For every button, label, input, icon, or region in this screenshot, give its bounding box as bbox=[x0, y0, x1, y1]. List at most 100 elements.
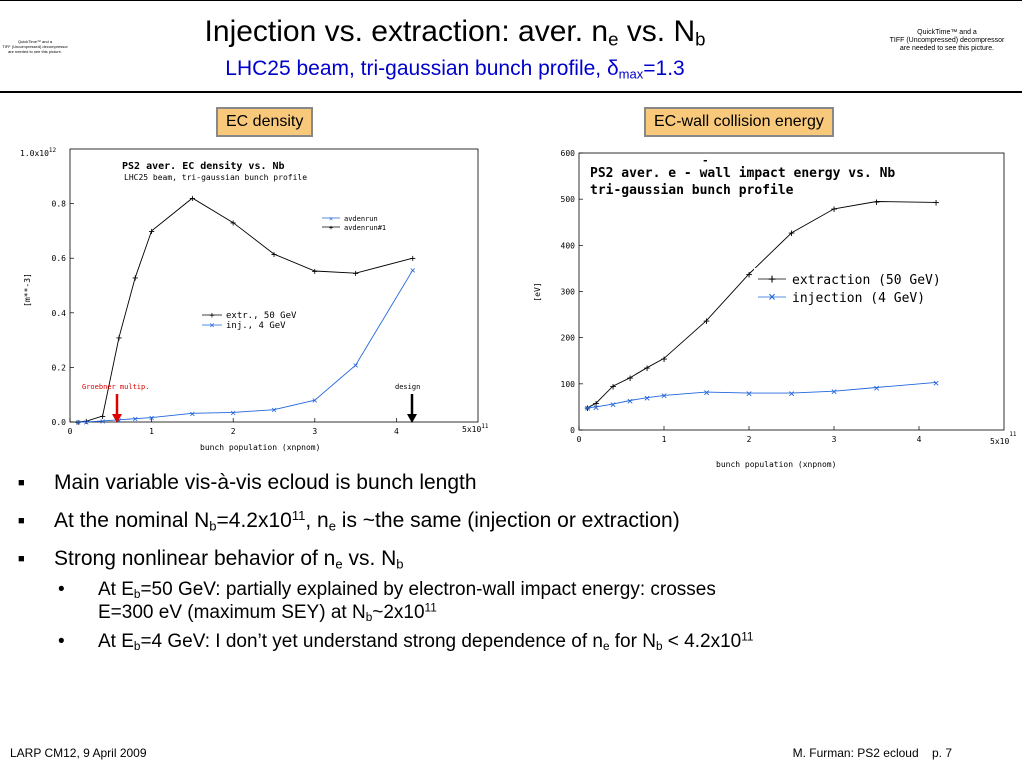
chart1-subtitle: LHC25 beam, tri-gaussian bunch profile bbox=[124, 173, 307, 182]
subtitle-text: LHC25 beam, tri-gaussian bunch profile, bbox=[225, 57, 607, 80]
data-point: + bbox=[100, 411, 106, 422]
legend-top-item: avdenrun bbox=[344, 215, 378, 223]
svg-text:+: + bbox=[329, 224, 333, 232]
data-point: + bbox=[610, 380, 617, 393]
legend-item: extr., 50 GeV bbox=[226, 311, 297, 321]
plot-frame bbox=[69, 148, 479, 423]
data-point: + bbox=[116, 333, 122, 344]
data-point: × bbox=[100, 416, 106, 427]
data-point: × bbox=[661, 389, 668, 402]
legend-item: inj., 4 GeV bbox=[226, 321, 286, 331]
chart2-title-line1: PS2 aver. e - wall impact energy vs. Nb bbox=[590, 166, 895, 181]
quicktime-placeholder-left: QuickTime™ and a TIFF (Uncompressed) dec… bbox=[0, 39, 70, 54]
data-point: × bbox=[703, 386, 710, 399]
data-point: × bbox=[933, 376, 940, 389]
data-point: × bbox=[353, 361, 359, 372]
y-tick-label: 600 bbox=[561, 149, 576, 158]
y-tick-label: 0 bbox=[570, 426, 575, 435]
series-line-0 bbox=[587, 201, 937, 409]
svg-text:×: × bbox=[329, 215, 333, 223]
title-text: Injection vs. extraction: aver. n bbox=[204, 15, 609, 48]
data-point: + bbox=[661, 352, 668, 365]
bullet-item: Main variable vis-à-vis ecloud is bunch … bbox=[14, 470, 1014, 496]
bullet-item: Strong nonlinear behavior of ne vs. Nb bbox=[14, 546, 1014, 572]
label-ec-wall-energy: EC-wall collision energy bbox=[644, 107, 834, 137]
chart2-legend: + extraction (50 GeV) × injection (4 GeV… bbox=[754, 268, 1002, 308]
subtitle-delta: δ bbox=[606, 57, 619, 80]
label-ec-density: EC density bbox=[216, 107, 314, 137]
series-line-0 bbox=[78, 197, 413, 423]
y-tick-label: 200 bbox=[561, 334, 576, 343]
data-point: + bbox=[873, 195, 880, 208]
data-point: + bbox=[312, 267, 318, 278]
title-subscript: e bbox=[608, 28, 619, 50]
data-point: × bbox=[116, 415, 122, 426]
series-line-1 bbox=[78, 269, 414, 423]
chart2-series: + ++++++++++ +× × × × × × × × × × × × bbox=[584, 195, 940, 414]
chart1-series: + + ++++++++ ++× × × × × × × × ×××× bbox=[75, 194, 416, 429]
annotation-design-text: design bbox=[395, 383, 420, 391]
x-tick-label: 4 bbox=[917, 435, 922, 444]
x-tick-label: 2 bbox=[231, 427, 236, 436]
qt-left-line: are needed to see this picture. bbox=[8, 49, 62, 54]
data-point: × bbox=[644, 392, 651, 405]
data-point: + bbox=[189, 194, 195, 205]
ec-wall-energy-chart: PS2 aver. e - wall impact energy vs. Nb … bbox=[533, 149, 1017, 469]
data-point: + bbox=[831, 203, 838, 216]
chart1-legend: + extr., 50 GeV × inj., 4 GeV bbox=[202, 311, 297, 331]
ec-density-chart: PS2 aver. EC density vs. Nb LHC25 beam, … bbox=[20, 147, 489, 452]
x-axis-label: bunch population (xnpnom) bbox=[200, 443, 320, 452]
data-point: + bbox=[271, 250, 277, 261]
annotation-groebner-text: Groebner multip. bbox=[82, 383, 149, 391]
data-point: + bbox=[627, 372, 634, 385]
x-tick-label: 3 bbox=[832, 435, 837, 444]
x-tick-label: 0 bbox=[68, 427, 73, 436]
y-axis-label: [m**-3] bbox=[23, 273, 32, 307]
qt-right-line: QuickTime™ and a bbox=[917, 29, 977, 36]
x-tick-label: 1 bbox=[149, 427, 154, 436]
y-tick-label: 0.4 bbox=[52, 309, 67, 318]
data-point: + bbox=[703, 314, 710, 327]
y-axis-label: [eV] bbox=[533, 282, 542, 301]
y-tick-label: 500 bbox=[561, 195, 576, 204]
slide-subtitle: LHC25 beam, tri-gaussian bunch profile, … bbox=[130, 57, 780, 81]
x-tick-label: 1 bbox=[662, 435, 667, 444]
annotation-design: design bbox=[395, 383, 420, 423]
qt-left-line: TIFF (Uncompressed) decompressor bbox=[2, 44, 68, 49]
bullet-text: Main variable vis-à-vis ecloud is bunch … bbox=[54, 471, 477, 494]
data-point: + bbox=[788, 227, 795, 240]
bullet-item: At the nominal Nb=4.2x1011, ne is ~the s… bbox=[14, 508, 1014, 534]
data-point: + bbox=[933, 196, 940, 209]
data-point: × bbox=[83, 418, 89, 429]
chart1-frame bbox=[69, 148, 479, 423]
subtitle-text: =1.3 bbox=[643, 57, 685, 80]
data-point: × bbox=[873, 381, 880, 394]
data-point: × bbox=[584, 402, 591, 415]
data-point: × bbox=[230, 408, 236, 419]
data-point: × bbox=[149, 413, 155, 424]
y-tick-label: 300 bbox=[561, 288, 576, 297]
chart2-title-bar: - bbox=[702, 154, 709, 167]
legend-item: injection (4 GeV) bbox=[792, 291, 925, 306]
chart2-ticks: 0 1 2 3 4 0 100 200 300 400 500 600 bbox=[561, 149, 922, 444]
data-point: + bbox=[132, 273, 138, 284]
qt-right-line: TIFF (Uncompressed) decompressor bbox=[889, 37, 1005, 44]
title-subscript: b bbox=[695, 28, 706, 50]
data-point: + bbox=[75, 418, 81, 429]
subtitle-subscript: max bbox=[618, 66, 644, 82]
y-exp-label: 1.0x1012 bbox=[20, 147, 57, 158]
header-bar: QuickTime™ and a TIFF (Uncompressed) dec… bbox=[0, 0, 1022, 93]
data-point: × bbox=[593, 401, 600, 414]
data-point: × bbox=[132, 414, 138, 425]
data-point: × bbox=[788, 387, 795, 400]
chart2-title-line2: tri-gaussian bunch profile bbox=[590, 183, 794, 198]
series-line-1 bbox=[587, 381, 937, 409]
x-tick-label: 3 bbox=[312, 427, 317, 436]
svg-text:+: + bbox=[209, 311, 215, 321]
svg-text:×: × bbox=[768, 290, 776, 305]
legend-item: extraction (50 GeV) bbox=[792, 273, 941, 288]
data-point: × bbox=[75, 418, 81, 429]
quicktime-placeholder-right: QuickTime™ and a TIFF (Uncompressed) dec… bbox=[872, 29, 1022, 53]
y-tick-label: 400 bbox=[561, 241, 576, 250]
x-axis-label: bunch population (xnpnom) bbox=[716, 460, 836, 469]
